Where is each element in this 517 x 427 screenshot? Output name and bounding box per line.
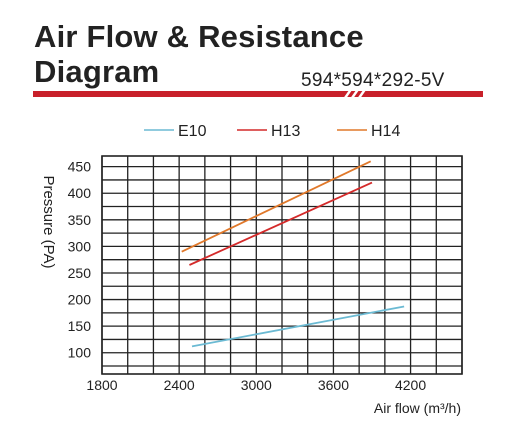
legend-label-h14: H14 [371,123,400,140]
y-tick-label: 150 [68,318,92,334]
y-tick-label: 100 [68,345,92,361]
y-tick-label: 400 [68,185,92,201]
y-tick-label: 250 [68,265,92,281]
x-tick-label: 3000 [241,377,272,393]
series-line-e10 [191,305,405,348]
page-title-line-2: Diagram [34,54,160,89]
x-tick-label: 3600 [318,377,349,393]
y-axis-label: Pressure (PA) [40,175,57,268]
x-axis-label: Air flow (m³/h) [374,400,461,416]
y-tick-label: 300 [68,238,92,254]
series-line-h13 [189,181,373,266]
legend-label-h13: H13 [271,123,300,140]
page-title-line-1: Air Flow & Resistance [34,19,364,54]
x-tick-label: 1800 [86,377,117,393]
model-number: 594*594*292-5V [301,70,445,91]
x-tick-label: 4200 [395,377,426,393]
series-line-h14 [181,160,372,253]
y-tick-label: 350 [68,212,92,228]
title-underline-bar [33,91,483,97]
x-tick-label: 2400 [164,377,195,393]
y-tick-label: 450 [68,159,92,175]
legend-label-e10: E10 [178,123,207,140]
plot-frame [101,155,463,375]
y-tick-label: 200 [68,292,92,308]
